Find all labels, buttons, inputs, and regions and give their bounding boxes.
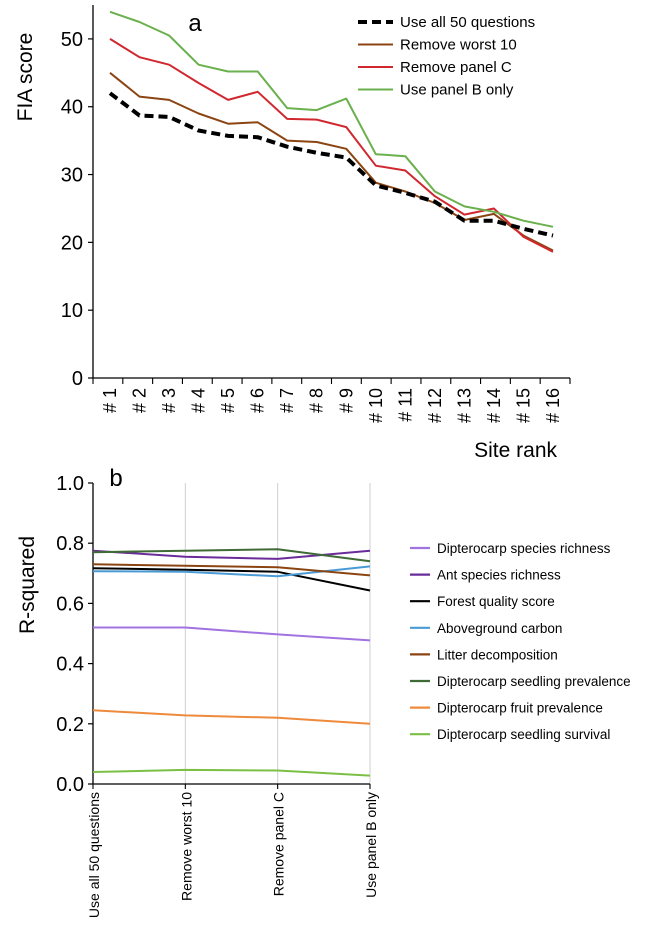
panel-a-y-tick-label: 40	[61, 97, 83, 119]
panel-a-y-axis-label: FIA score	[14, 33, 37, 122]
panel-b-x-tick-label: Use panel B only	[363, 792, 379, 898]
panel-b-y-tick-label: 0.8	[56, 533, 84, 555]
panel-b-x-tick-label: Remove worst 10	[178, 792, 194, 901]
panel-b-legend-label: Dipterocarp species richness	[437, 541, 611, 556]
panel-b-series-line-5	[92, 548, 371, 563]
panel-a-x-tick-label: # 8	[307, 388, 327, 413]
panel-b-y-tick-label: 0.2	[56, 714, 84, 736]
panel-a-x-tick-label: # 7	[277, 388, 297, 413]
panel-a-x-tick-label: # 1	[100, 388, 120, 413]
panel-b-y-axis-label: R-squared	[16, 536, 39, 634]
panel-a-x-tick-label: # 13	[454, 388, 474, 423]
panel-a-series-line-2	[109, 38, 554, 253]
panel-b-y-tick-label: 0.0	[56, 774, 84, 796]
panel-a-x-tick-label: # 10	[366, 388, 386, 423]
panel-a-y-tick-label: 50	[61, 29, 83, 51]
panel-a-x-tick-label: # 6	[248, 388, 268, 413]
panel-a-y-tick-label: 10	[61, 300, 83, 322]
panel-b-legend-label: Ant species richness	[437, 568, 561, 583]
panel-b-series-line-7	[92, 768, 371, 777]
panel-a-series-line-0	[108, 91, 554, 238]
panel-a-legend-label: Remove worst 10	[400, 37, 517, 54]
panel-a-x-tick-label: # 2	[130, 388, 150, 413]
panel-a-series-line-1	[109, 72, 554, 252]
panel-a-x-tick-label: # 11	[395, 388, 415, 422]
panel-a-x-tick-label: # 4	[189, 388, 209, 413]
panel-a-legend-label: Use panel B only	[400, 82, 514, 99]
panel-b-legend-label: Dipterocarp seedling prevalence	[437, 674, 631, 689]
panel-b-label: b	[109, 465, 122, 492]
panel-a-x-tick-label: # 14	[484, 388, 504, 423]
panel-a-y-tick-label: 0	[72, 368, 83, 390]
panel-a-y-tick-label: 20	[61, 232, 83, 254]
panel-a-x-tick-label: # 15	[513, 388, 533, 423]
panel-b-y-tick-label: 1.0	[56, 473, 84, 495]
panel-b-legend-label: Aboveground carbon	[437, 621, 562, 636]
panel-b-legend-label: Forest quality score	[437, 594, 555, 609]
panel-a-series-line-3	[109, 10, 554, 228]
panel-a-x-tick-label: # 5	[218, 388, 238, 413]
panel-b-series-line-6	[92, 709, 371, 725]
panel-a-label: a	[188, 10, 202, 37]
panel-a-x-tick-label: # 12	[425, 388, 445, 423]
panel-b-series-line-4	[92, 563, 371, 577]
panel-a-x-tick-label: # 9	[336, 388, 356, 413]
panel-b-legend-label: Dipterocarp fruit prevalence	[437, 701, 603, 716]
panel-a-legend-label: Remove panel C	[400, 59, 512, 76]
panel-b-legend-label: Dipterocarp seedling survival	[437, 727, 610, 742]
panel-a-x-tick-label: # 16	[543, 388, 563, 423]
panel-a-x-tick-label: # 3	[159, 388, 179, 413]
panel-a-legend-label: Use all 50 questions	[400, 14, 535, 31]
panel-b-series-line-2	[92, 567, 371, 592]
panel-a-x-axis-label: Site rank	[474, 439, 557, 462]
panel-a-y-tick-label: 30	[61, 165, 83, 187]
panel-b-x-tick-label: Use all 50 questions	[86, 792, 102, 918]
panel-b-series-line-0	[93, 626, 371, 642]
panel-b-y-tick-label: 0.4	[56, 654, 84, 676]
panel-b-y-tick-label: 0.6	[56, 593, 84, 615]
panel-b-legend-label: Litter decomposition	[437, 647, 558, 662]
panel-b-x-tick-label: Remove panel C	[271, 792, 287, 896]
